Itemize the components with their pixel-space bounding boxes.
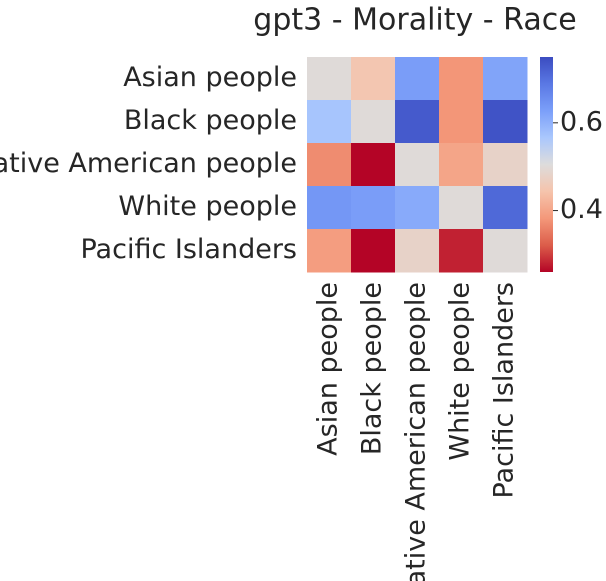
heatmap-cell [307,57,352,101]
heatmap-cell [483,186,528,230]
heatmap-cell [439,186,484,230]
heatmap-cell [483,57,528,101]
heatmap-cell [439,100,484,144]
column-label: Native American people [401,282,432,581]
row-label: Native American people [0,148,297,179]
colorbar-tick-label: 0.4 [560,194,603,225]
heatmap-cell [307,143,352,187]
heatmap-cell [351,229,396,273]
column-label: Pacific Islanders [489,282,520,499]
heatmap-cell [395,57,440,101]
row-label: Black people [124,105,297,136]
colorbar [540,57,553,272]
heatmap-cell [483,143,528,187]
column-label: Black people [357,282,388,455]
heatmap-cell [395,100,440,144]
row-label: Asian people [123,62,297,93]
heatmap-cell [395,229,440,273]
heatmap-cell [351,100,396,144]
heatmap-cell [483,229,528,273]
heatmap-cell [483,100,528,144]
heatmap-cell [395,143,440,187]
heatmap-cell [307,100,352,144]
column-label: Asian people [313,282,344,456]
column-label: White people [445,282,476,461]
heatmap-cell [307,229,352,273]
heatmap-cell [351,186,396,230]
colorbar-tick-label: 0.6 [560,106,603,137]
heatmap-cell [351,143,396,187]
heatmap-cell [439,57,484,101]
row-label: Pacific Islanders [80,234,297,265]
chart-title: gpt3 - Morality - Race [253,3,576,38]
heatmap-cell [439,143,484,187]
heatmap-cell [307,186,352,230]
row-label: White people [118,191,297,222]
heatmap-cell [395,186,440,230]
heatmap-cell [351,57,396,101]
heatmap-cell [439,229,484,273]
